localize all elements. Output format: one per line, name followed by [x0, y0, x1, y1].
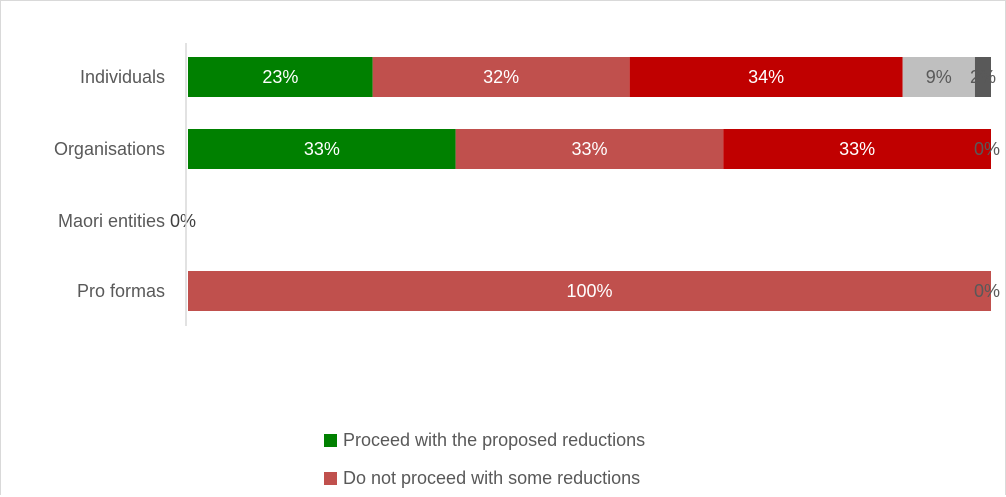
- legend-entry: Do not proceed with some reductions: [324, 459, 645, 497]
- bar-value-label: 2%: [970, 67, 996, 87]
- legend-swatch: [324, 471, 337, 485]
- bar-segment: [188, 57, 373, 97]
- category-label: Pro formas: [77, 281, 165, 301]
- bar-value-label: 0%: [974, 139, 1000, 159]
- category-label: Maori entities: [58, 211, 165, 231]
- legend-entry: Proceed with the proposed reductions: [324, 421, 645, 459]
- bar-segment: [723, 129, 991, 169]
- bar-value-label: 9%: [926, 67, 952, 87]
- bar-segment: [455, 129, 724, 169]
- bar-value-label: 100%: [566, 281, 612, 301]
- bar-value-label: 33%: [571, 139, 607, 159]
- legend-label: Do not proceed with some reductions: [343, 467, 641, 488]
- bar-value-label: 34%: [748, 67, 784, 87]
- category-label: Individuals: [80, 67, 165, 87]
- bar-value-label: 23%: [262, 67, 298, 87]
- bar-segment: [188, 271, 991, 311]
- bar-segment: [372, 57, 630, 97]
- bar-segment: [629, 57, 903, 97]
- category-label: Organisations: [54, 139, 165, 159]
- bar-value-label: 0%: [974, 281, 1000, 301]
- bar-segment: [974, 57, 991, 97]
- bar-value-label: 32%: [483, 67, 519, 87]
- legend-swatch: [324, 433, 337, 447]
- legend-label: Proceed with the proposed reductions: [343, 429, 646, 450]
- bar-value-label: 0%: [170, 211, 196, 231]
- bar-value-label: 33%: [839, 139, 875, 159]
- bar-value-label: 33%: [304, 139, 340, 159]
- bar-segment: [902, 57, 975, 97]
- legend: Proceed with the proposed reductions Do n…: [324, 421, 645, 497]
- bar-segment: [188, 129, 456, 169]
